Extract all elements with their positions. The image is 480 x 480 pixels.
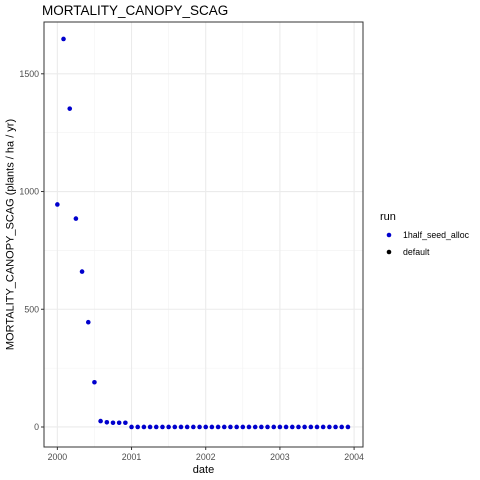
data-point <box>191 424 196 430</box>
data-point <box>184 424 190 430</box>
data-point <box>166 424 171 430</box>
legend-key <box>386 232 392 238</box>
data-point <box>327 424 332 430</box>
data-point <box>135 424 140 430</box>
data-point <box>308 424 314 430</box>
data-point <box>61 36 66 42</box>
data-point <box>320 424 326 430</box>
data-point <box>271 424 277 430</box>
data-point <box>259 424 264 430</box>
y-tick-label: 1500 <box>19 69 39 79</box>
x-tick-label: 2000 <box>48 452 68 462</box>
y-tick-label: 0 <box>34 422 39 432</box>
data-point <box>290 424 295 430</box>
data-point <box>141 424 147 430</box>
data-point <box>55 202 60 207</box>
data-point <box>104 419 110 425</box>
data-point <box>203 424 209 430</box>
data-point <box>98 418 103 424</box>
y-axis-ticks: 0 500 1000 1500 <box>19 69 44 432</box>
data-point <box>228 424 233 430</box>
x-axis-ticks: 2000 2001 2002 2003 2004 <box>48 447 364 462</box>
data-point <box>265 424 270 430</box>
data-point <box>339 424 345 430</box>
data-point <box>172 424 178 430</box>
x-axis-title: date <box>193 464 214 476</box>
y-tick-label: 1000 <box>19 187 39 197</box>
data-point <box>221 424 227 430</box>
x-tick-label: 2004 <box>344 452 364 462</box>
chart-title: MORTALITY_CANOPY_SCAG <box>42 3 228 18</box>
data-point <box>79 269 85 274</box>
y-tick-label: 500 <box>24 304 39 314</box>
data-point <box>215 424 221 430</box>
data-point <box>246 424 252 430</box>
legend-key <box>386 249 392 255</box>
data-point <box>147 424 153 430</box>
data-point <box>129 424 134 430</box>
minor-gridlines <box>44 22 363 447</box>
y-axis-title: MORTALITY_CANOPY_SCAG (plants / ha / yr) <box>5 119 17 350</box>
data-point <box>85 319 91 325</box>
data-point <box>178 424 184 430</box>
legend-title: run <box>380 211 396 223</box>
data-point <box>67 106 73 111</box>
data-point <box>123 420 128 426</box>
data-point <box>160 424 165 430</box>
data-point <box>153 424 159 430</box>
legend-label: 1half_seed_alloc <box>403 230 470 240</box>
data-point <box>302 424 307 430</box>
data-point <box>197 424 202 430</box>
data-point <box>116 420 122 426</box>
data-point <box>240 424 246 430</box>
plot-border <box>43 21 364 448</box>
x-tick-label: 2001 <box>122 452 142 462</box>
data-point <box>209 424 215 430</box>
data-point <box>234 424 239 430</box>
x-tick-label: 2003 <box>270 452 290 462</box>
legend-label: default <box>403 247 430 257</box>
data-point <box>92 379 97 385</box>
data-points <box>55 36 351 430</box>
data-point <box>296 424 301 430</box>
x-tick-label: 2002 <box>196 452 216 462</box>
plot-panel <box>44 22 363 447</box>
data-point <box>73 216 79 221</box>
data-point <box>252 424 258 430</box>
data-point <box>110 420 116 426</box>
data-point <box>314 424 320 430</box>
data-point <box>333 424 338 430</box>
data-point <box>277 424 283 430</box>
data-point <box>283 424 289 430</box>
data-point <box>345 424 351 430</box>
